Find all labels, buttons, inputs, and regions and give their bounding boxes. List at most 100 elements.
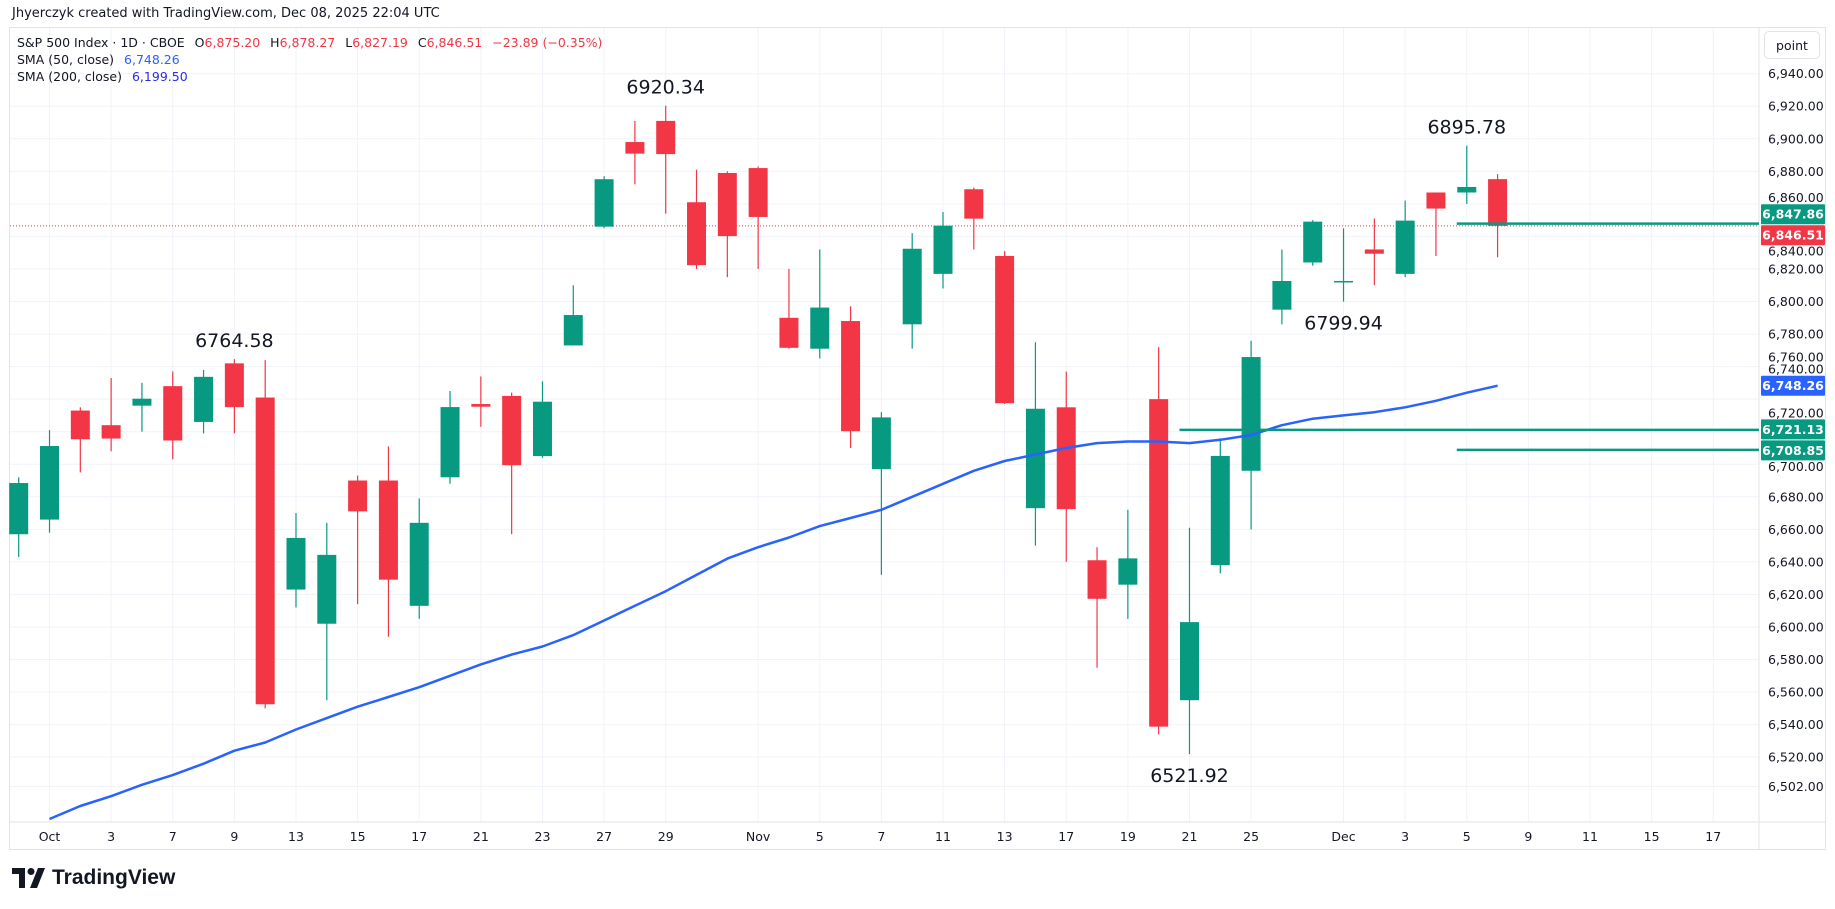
x-tick-label: 17 — [1058, 829, 1074, 844]
last-price-label: 6,846.51 — [1762, 228, 1824, 243]
chart-frame — [9, 27, 1826, 850]
x-tick-label: 17 — [411, 829, 427, 844]
chart-credit: Jhyerczyk created with TradingView.com, … — [12, 6, 440, 21]
x-tick-label: 9 — [230, 829, 238, 844]
candle-body[interactable] — [995, 255, 1015, 404]
y-tick-label: 6,800.00 — [1768, 294, 1824, 309]
x-tick-label: 11 — [1582, 829, 1598, 844]
x-tick-label: 9 — [1524, 829, 1532, 844]
candle-body[interactable] — [1025, 408, 1045, 509]
candle-body[interactable] — [440, 407, 460, 478]
candle-body[interactable] — [748, 168, 768, 217]
y-tick-label: 6,502.00 — [1768, 779, 1824, 794]
candle-body[interactable] — [717, 172, 737, 237]
candle-body[interactable] — [810, 307, 830, 349]
level-price-label: 6,847.86 — [1762, 207, 1824, 222]
sma50-price-label: 6,748.26 — [1762, 378, 1824, 393]
candle-body[interactable] — [1272, 281, 1292, 310]
x-tick-label: 27 — [596, 829, 612, 844]
candle-body[interactable] — [163, 386, 183, 441]
y-tick-label: 6,940.00 — [1768, 66, 1824, 81]
candle-body[interactable] — [348, 480, 368, 512]
y-tick-label: 6,600.00 — [1768, 619, 1824, 634]
candle-body[interactable] — [255, 397, 275, 705]
legend-sma200-row[interactable]: SMA (200, close) 6,199.50 — [17, 68, 602, 85]
level-price-label: 6,721.13 — [1762, 422, 1824, 437]
candle-body[interactable] — [378, 480, 398, 580]
candle-body[interactable] — [70, 410, 90, 440]
y-tick-label: 6,580.00 — [1768, 652, 1824, 667]
y-tick-label: 6,740.00 — [1768, 362, 1824, 377]
legend-sma50-label: SMA (50, close) — [17, 52, 115, 67]
last-price-label-bg — [1761, 225, 1825, 246]
candle-body[interactable] — [286, 537, 306, 590]
legend-low-label: L — [345, 35, 353, 50]
x-tick-label: 7 — [877, 829, 885, 844]
y-tick-label: 6,560.00 — [1768, 685, 1824, 700]
candle-body[interactable] — [871, 417, 891, 470]
y-tick-label: 6,880.00 — [1768, 164, 1824, 179]
y-tick-label: 6,680.00 — [1768, 489, 1824, 504]
candle-body[interactable] — [933, 225, 953, 274]
candle-body[interactable] — [409, 522, 429, 606]
candle-body[interactable] — [532, 401, 552, 457]
candle-body[interactable] — [625, 142, 645, 154]
candle-body[interactable] — [1334, 280, 1354, 283]
candle-body[interactable] — [902, 248, 922, 325]
candle-body[interactable] — [1426, 192, 1446, 209]
candle-body[interactable] — [841, 321, 861, 432]
y-tick-label: 6,900.00 — [1768, 131, 1824, 146]
logo-text: TradingView — [52, 866, 176, 889]
candle-body[interactable] — [1488, 179, 1508, 226]
x-tick-label: 13 — [997, 829, 1013, 844]
x-tick-label: 5 — [1463, 829, 1471, 844]
candle-body[interactable] — [563, 315, 583, 346]
x-tick-label: 23 — [535, 829, 551, 844]
candle-body[interactable] — [687, 202, 707, 266]
candle-body[interactable] — [9, 483, 29, 535]
candle-body[interactable] — [1364, 249, 1384, 254]
candle-body[interactable] — [224, 363, 244, 408]
candle-body[interactable] — [132, 398, 152, 406]
candle-body[interactable] — [502, 395, 522, 466]
candle-body[interactable] — [1457, 186, 1477, 193]
tradingview-logo[interactable]: TradingView — [12, 866, 175, 890]
candle-body[interactable] — [964, 189, 984, 219]
legend-high-value: 6,878.27 — [279, 35, 336, 50]
x-tick-label: 11 — [935, 829, 951, 844]
candle-body[interactable] — [194, 376, 214, 422]
legend-symbol-row[interactable]: S&P 500 Index · 1D · CBOE O6,875.20 H6,8… — [17, 34, 602, 51]
x-tick-label: 25 — [1243, 829, 1259, 844]
candle-body[interactable] — [594, 179, 614, 227]
tradingview-logo-icon — [12, 868, 45, 888]
candle-body[interactable] — [1118, 558, 1138, 585]
candle-body[interactable] — [101, 425, 121, 439]
candle-body[interactable] — [40, 446, 60, 520]
candle-body[interactable] — [317, 554, 337, 624]
candle-body[interactable] — [1210, 455, 1230, 566]
level-price-label-bg — [1761, 440, 1825, 461]
scale-mode-button[interactable]: point — [1764, 31, 1820, 59]
price-annotation: 6521.92 — [1150, 765, 1229, 787]
candle-body[interactable] — [779, 317, 799, 348]
legend-high-label: H — [270, 35, 280, 50]
candle-body[interactable] — [1303, 221, 1323, 263]
x-tick-label: 15 — [350, 829, 366, 844]
legend-sma50-row[interactable]: SMA (50, close) 6,748.26 — [17, 51, 602, 68]
candle-body[interactable] — [1179, 622, 1199, 701]
y-tick-label: 6,840.00 — [1768, 244, 1824, 259]
candle-body[interactable] — [1149, 399, 1169, 727]
candle-body[interactable] — [1056, 407, 1076, 510]
candle-body[interactable] — [1087, 560, 1107, 599]
legend-sma200-value: 6,199.50 — [131, 69, 188, 84]
legend-open-label: O — [194, 35, 205, 50]
candle-body[interactable] — [1395, 220, 1415, 274]
sma50-line[interactable] — [49, 384, 1498, 821]
legend-open-value: 6,875.20 — [204, 35, 261, 50]
candle-body[interactable] — [1241, 357, 1261, 471]
candle-body[interactable] — [471, 404, 491, 407]
candle-body[interactable] — [656, 120, 676, 155]
x-tick-label: 21 — [1182, 829, 1198, 844]
y-tick-label: 6,520.00 — [1768, 750, 1824, 765]
